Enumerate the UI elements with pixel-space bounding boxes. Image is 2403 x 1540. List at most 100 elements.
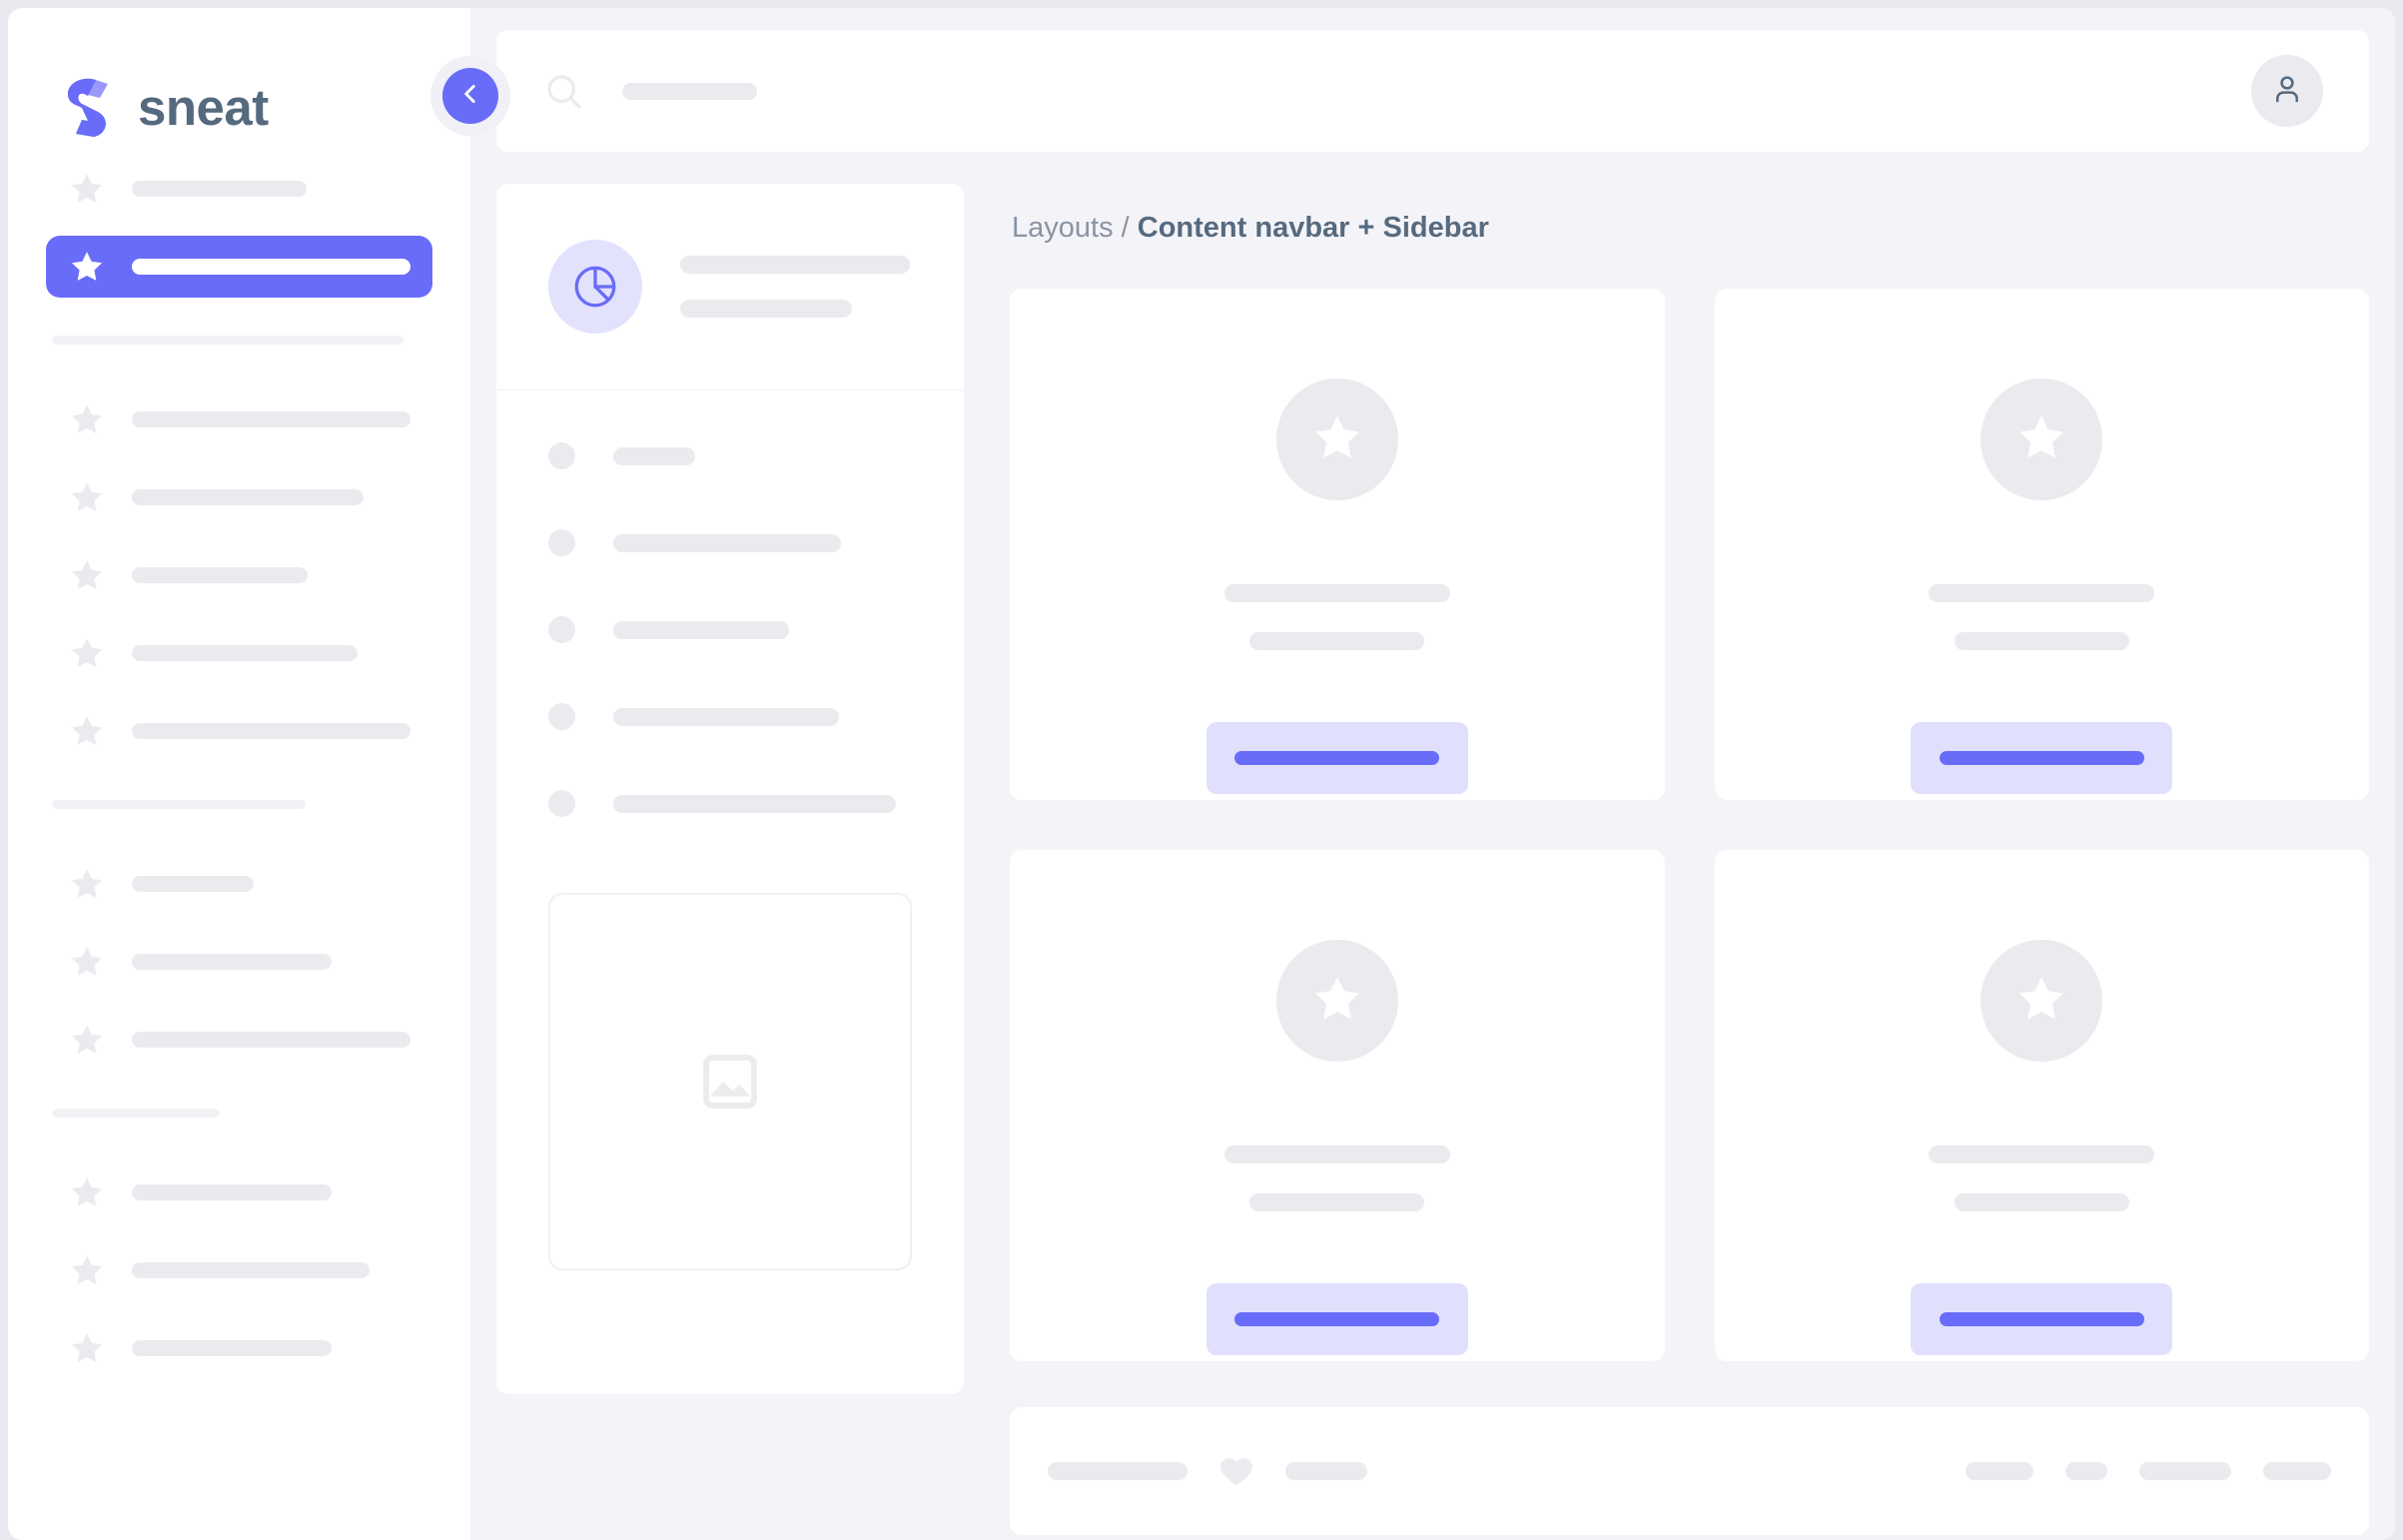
footer-left <box>1048 1452 1367 1490</box>
sidebar-item-label-skeleton <box>132 1262 370 1278</box>
sidebar-item-label-skeleton <box>132 645 358 661</box>
star-icon <box>1309 409 1365 470</box>
card-subtitle-skeleton <box>1954 1193 2129 1211</box>
list-item[interactable] <box>548 616 912 643</box>
avatar[interactable] <box>2251 55 2323 127</box>
brand-name: sneat <box>138 78 269 136</box>
star-icon <box>2013 971 2069 1032</box>
sidebar-item-label-skeleton <box>132 411 410 427</box>
footer-link-skeleton[interactable] <box>2263 1462 2331 1480</box>
star-icon <box>1309 971 1365 1032</box>
sidebar-item[interactable] <box>46 158 432 220</box>
sidebar-item[interactable] <box>46 853 432 915</box>
sidebar-item[interactable] <box>46 622 432 684</box>
sidebar-item[interactable] <box>46 700 432 762</box>
avatar <box>1981 940 2103 1062</box>
content-row: Layouts / Content navbar + Sidebar <box>496 184 2369 1535</box>
search-icon <box>542 70 584 112</box>
star-icon <box>68 478 106 516</box>
card-action-button[interactable] <box>1205 722 1468 794</box>
content-card[interactable] <box>1714 289 2369 800</box>
list-item-label-skeleton <box>613 794 896 813</box>
skeleton-line <box>1285 1462 1367 1480</box>
skeleton-line <box>1048 1462 1188 1480</box>
list-item[interactable] <box>548 703 912 730</box>
card-button-label-skeleton <box>1234 751 1440 765</box>
star-icon <box>68 248 106 286</box>
star-icon <box>68 943 106 981</box>
sidebar-item[interactable] <box>46 1239 432 1301</box>
star-icon <box>68 556 106 594</box>
dot-icon <box>548 616 575 643</box>
sidebar-collapse-button[interactable] <box>442 68 498 124</box>
sidebar-item[interactable] <box>46 1161 432 1223</box>
content-panel-header-lines <box>680 256 912 318</box>
list-item-label-skeleton <box>613 533 841 552</box>
sidebar-item-label-skeleton <box>132 259 410 275</box>
dot-icon <box>548 790 575 817</box>
app-window: sneat <box>8 8 2395 1540</box>
sidebar-section-divider <box>52 800 306 809</box>
footer <box>1010 1407 2369 1535</box>
star-icon <box>68 400 106 438</box>
star-icon <box>2013 409 2069 470</box>
search-bar[interactable] <box>542 70 2251 112</box>
card-title-skeleton <box>1223 1146 1450 1163</box>
content-card[interactable] <box>1714 850 2369 1361</box>
sidebar-nav <box>46 158 432 1379</box>
sidebar-item[interactable] <box>46 1317 432 1379</box>
chevron-left-icon <box>457 81 483 112</box>
sidebar-item[interactable] <box>46 466 432 528</box>
breadcrumb-parent[interactable]: Layouts <box>1012 212 1114 244</box>
avatar <box>1275 379 1398 500</box>
avatar <box>1981 379 2103 500</box>
content-card[interactable] <box>1010 289 1665 800</box>
card-button-label-skeleton <box>1939 751 2144 765</box>
dot-icon <box>548 703 575 730</box>
sidebar: sneat <box>8 8 498 1540</box>
card-action-button[interactable] <box>1911 1283 2173 1355</box>
sidebar-item[interactable] <box>46 931 432 993</box>
content-main: Layouts / Content navbar + Sidebar <box>1010 184 2369 1535</box>
footer-right <box>1966 1462 2331 1480</box>
sidebar-section-divider <box>52 1109 220 1118</box>
star-icon <box>68 865 106 903</box>
card-subtitle-skeleton <box>1954 632 2129 650</box>
brand[interactable]: sneat <box>46 8 432 158</box>
sidebar-item-label-skeleton <box>132 489 364 505</box>
card-subtitle-skeleton <box>1249 632 1425 650</box>
sidebar-item[interactable] <box>46 388 432 450</box>
dot-icon <box>548 442 575 469</box>
sidebar-item[interactable] <box>46 1009 432 1071</box>
star-icon <box>68 1173 106 1211</box>
star-icon <box>68 1251 106 1289</box>
sidebar-item-label-skeleton <box>132 181 307 197</box>
content-panel-header <box>496 184 964 390</box>
image-placeholder-box <box>548 893 912 1270</box>
list-item[interactable] <box>548 442 912 469</box>
heart-icon[interactable] <box>1217 1452 1255 1490</box>
card-title-skeleton <box>1929 584 2155 602</box>
sidebar-item-label-skeleton <box>132 1032 410 1048</box>
list-item[interactable] <box>548 529 912 556</box>
sidebar-item-label-skeleton <box>132 1340 332 1356</box>
footer-link-skeleton[interactable] <box>2065 1462 2107 1480</box>
footer-link-skeleton[interactable] <box>1966 1462 2033 1480</box>
list-item-label-skeleton <box>613 620 789 639</box>
card-action-button[interactable] <box>1911 722 2173 794</box>
star-icon <box>68 170 106 208</box>
image-icon <box>698 1050 762 1114</box>
sidebar-item-label-skeleton <box>132 954 332 970</box>
footer-link-skeleton[interactable] <box>2139 1462 2231 1480</box>
content-panel-list <box>496 390 964 817</box>
card-button-label-skeleton <box>1234 1312 1440 1326</box>
search-input-placeholder[interactable] <box>622 82 757 100</box>
sidebar-item-active[interactable] <box>46 236 432 298</box>
card-action-button[interactable] <box>1205 1283 1468 1355</box>
card-title-skeleton <box>1929 1146 2155 1163</box>
list-item[interactable] <box>548 790 912 817</box>
content-card[interactable] <box>1010 850 1665 1361</box>
sidebar-item[interactable] <box>46 544 432 606</box>
card-subtitle-skeleton <box>1249 1193 1425 1211</box>
star-icon <box>68 1329 106 1367</box>
